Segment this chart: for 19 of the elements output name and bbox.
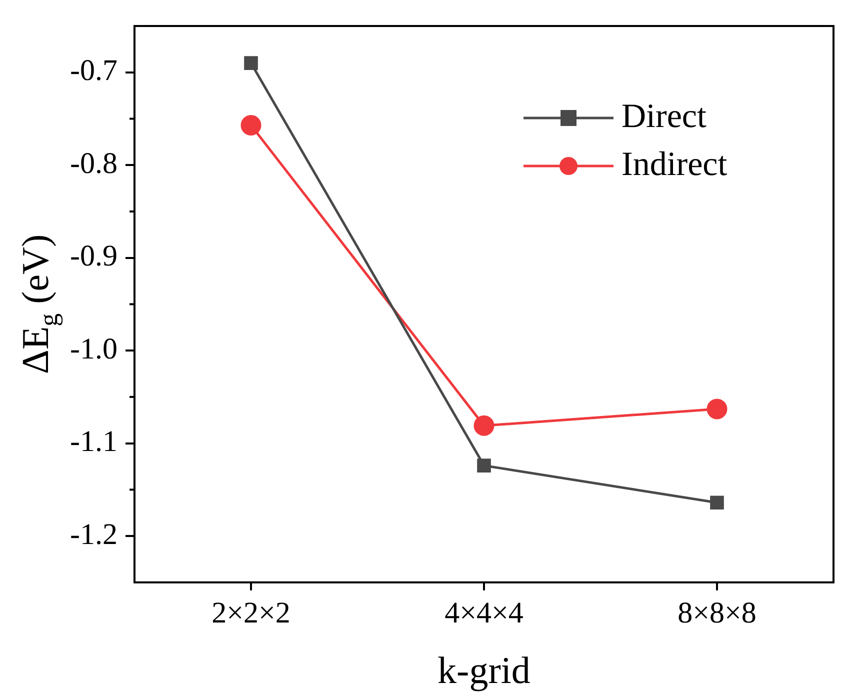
x-tick-label: 4×4×4	[444, 596, 524, 630]
y-tick-label: -0.9	[70, 240, 118, 273]
point	[710, 496, 724, 510]
y-axis-title: ΔEg (eV)	[14, 234, 63, 374]
x-axis-title: k-grid	[438, 650, 530, 692]
y-tick-label: -0.8	[70, 146, 118, 180]
point	[244, 56, 258, 70]
legend-label: Direct	[622, 98, 708, 135]
point	[240, 114, 262, 136]
x-tick-label: 2×2×2	[212, 596, 290, 630]
point	[474, 415, 494, 436]
x-tick-label: 8×8×8	[678, 596, 756, 630]
legend-label: Indirect	[622, 146, 728, 183]
y-tick-label: -1.1	[70, 425, 118, 458]
point	[706, 398, 728, 420]
point	[477, 458, 491, 472]
y-tick-label: -1.2	[70, 518, 118, 551]
y-tick-label: -0.7	[70, 54, 118, 88]
y-tick-label: -1.0	[70, 332, 118, 366]
